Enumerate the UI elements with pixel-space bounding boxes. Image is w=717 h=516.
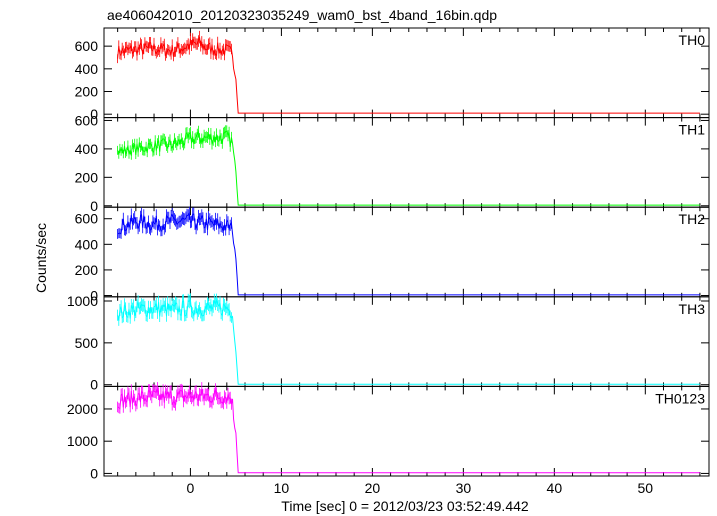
panel-label-th0: TH0 xyxy=(679,32,706,48)
y-tick-label: 200 xyxy=(75,169,99,185)
panel-frame xyxy=(103,385,710,477)
x-tick-label: 0 xyxy=(187,480,195,496)
y-tick-label: 600 xyxy=(75,211,99,227)
y-tick-label: 200 xyxy=(75,262,99,278)
series-line-th2 xyxy=(117,211,700,296)
error-bars-th3 xyxy=(117,293,232,326)
y-tick-label: 400 xyxy=(75,141,99,157)
x-tick-label: 30 xyxy=(456,480,472,496)
y-tick-label: 200 xyxy=(75,84,99,100)
y-tick-label: 600 xyxy=(75,38,99,54)
y-tick-label: 2000 xyxy=(67,401,98,417)
y-tick-label: 600 xyxy=(75,112,99,128)
panel-label-th0123: TH0123 xyxy=(655,390,705,406)
series-line-th1 xyxy=(117,129,700,206)
y-tick-label: 400 xyxy=(75,61,99,77)
series-line-th0123 xyxy=(117,387,700,474)
y-tick-label: 400 xyxy=(75,236,99,252)
y-tick-label: 1000 xyxy=(67,433,98,449)
x-tick-label: 20 xyxy=(365,480,381,496)
x-tick-label: 50 xyxy=(638,480,654,496)
series-line-th0 xyxy=(117,36,700,114)
y-tick-label: 0 xyxy=(90,288,98,304)
panel-label-th3: TH3 xyxy=(679,301,706,317)
y-axis-label: Counts/sec xyxy=(33,223,49,293)
chart-title: ae406042010_20120323035249_wam0_bst_4ban… xyxy=(107,7,497,23)
x-tick-label: 10 xyxy=(274,480,290,496)
y-tick-label: 0 xyxy=(90,198,98,214)
y-tick-label: 500 xyxy=(75,335,99,351)
y-tick-label: 0 xyxy=(90,465,98,481)
x-tick-label: 40 xyxy=(547,480,563,496)
panel-label-th2: TH2 xyxy=(679,211,706,227)
error-bars-th1 xyxy=(117,125,232,160)
panel-label-th1: TH1 xyxy=(679,122,706,138)
series-line-th3 xyxy=(117,298,700,385)
y-tick-label: 0 xyxy=(90,106,98,122)
y-tick-label: 1000 xyxy=(67,293,98,309)
y-tick-label: 0 xyxy=(90,377,98,393)
x-axis-label: Time [sec] 0 = 2012/03/23 03:52:49.442 xyxy=(281,498,529,514)
panel-frame xyxy=(103,117,710,208)
